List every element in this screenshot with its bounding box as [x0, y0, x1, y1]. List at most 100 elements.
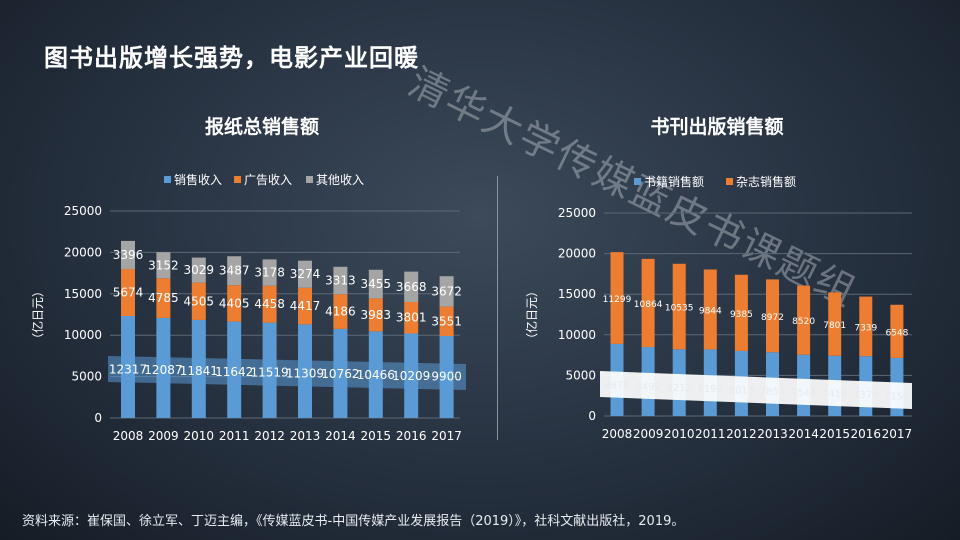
- chart2-legend-swatch-1: [634, 178, 641, 185]
- chart2-data-label-1-2015: 7419: [822, 389, 847, 400]
- chart1-data-label-3-2011: 3487: [219, 264, 250, 278]
- chart1-y-tick-0: 0: [94, 411, 102, 425]
- chart2-label-band: [600, 371, 912, 409]
- chart1-bar-2-2017: [439, 306, 454, 337]
- chart1-bar-3-2015: [368, 269, 383, 299]
- chart1-x-tick-2017: 2017: [431, 429, 462, 443]
- chart2-x-tick-2008: 2008: [602, 427, 633, 441]
- chart1-bar-2-2016: [404, 301, 419, 334]
- chart1-bar-3-2009: [156, 252, 171, 279]
- chart2-data-label-1-2014: 7544: [791, 388, 816, 399]
- chart2-x-tick-2015: 2015: [819, 427, 850, 441]
- chart2-x-tick-2013: 2013: [757, 427, 788, 441]
- chart2-bar-2-2016: [859, 296, 873, 357]
- chart2-data-label-2-2009: 10864: [634, 300, 663, 310]
- chart1-bar-2-2010: [191, 282, 206, 320]
- chart1-data-label-1-2017: 9900: [431, 370, 462, 384]
- chart1-data-label-1-2013: 11309: [286, 366, 324, 380]
- chart1-y-tick-4: 20000: [64, 245, 102, 259]
- chart1-x-tick-2014: 2014: [325, 429, 356, 443]
- chart1-data-label-2-2015: 3983: [361, 308, 392, 322]
- chart1-x-tick-2013: 2013: [290, 429, 321, 443]
- chart2-data-label-2-2012: 9385: [730, 310, 753, 320]
- chart2-legend-swatch-2: [726, 178, 733, 185]
- chart1-data-label-3-2014: 3313: [325, 274, 356, 288]
- chart1-data-label-3-2015: 3455: [361, 277, 392, 291]
- chart1-y-tick-5: 25000: [64, 204, 102, 218]
- chart1-data-label-1-2011: 11642: [215, 365, 253, 379]
- chart2-title: 书刊出版销售额: [650, 115, 783, 138]
- chart2-y-tick-3: 15000: [558, 287, 596, 301]
- chart2-data-label-2-2017: 6548: [885, 328, 908, 338]
- chart-divider: [497, 176, 498, 440]
- chart2-data-label-1-2012: 8013: [729, 385, 754, 396]
- chart1-data-label-1-2014: 10762: [321, 367, 359, 381]
- chart2-data-label-1-2017: 7152: [884, 391, 909, 402]
- chart1-bar-3-2012: [262, 259, 277, 286]
- chart1-x-tick-2015: 2015: [361, 429, 392, 443]
- chart1-data-label-1-2016: 10209: [392, 369, 430, 383]
- chart1-bar-2-2014: [333, 294, 348, 329]
- chart1-bar-2-2011: [227, 285, 242, 322]
- chart1-x-tick-2010: 2010: [184, 429, 215, 443]
- chart2-bar-2-2009: [641, 258, 655, 348]
- chart1-x-tick-2016: 2016: [396, 429, 427, 443]
- chart2-y-tick-2: 10000: [558, 328, 596, 342]
- chart2-y-tick-5: 25000: [558, 206, 596, 220]
- chart2-x-tick-2010: 2010: [664, 427, 695, 441]
- chart1-data-label-1-2008: 12317: [109, 362, 147, 376]
- chart1-title: 报纸总销售额: [205, 115, 319, 138]
- chart1-data-label-2-2009: 4785: [148, 291, 179, 305]
- chart1-x-tick-2011: 2011: [219, 429, 250, 443]
- chart2-y-tick-4: 20000: [558, 247, 596, 261]
- chart1-bar-2-2008: [121, 269, 135, 317]
- chart1-data-label-1-2009: 12087: [144, 363, 182, 377]
- chart2-data-label-1-2016: 7370: [853, 390, 878, 401]
- chart2-data-label-2-2013: 8972: [761, 313, 784, 323]
- chart2-data-label-1-2013: 7851: [760, 387, 785, 398]
- chart1-legend-label-3: 其他收入: [316, 173, 364, 187]
- chart2-bar-2-2008: [610, 252, 624, 344]
- source-note: 资料来源：崔保国、徐立军、丁迈主编，《传媒蓝皮书-中国传媒产业发展报告（2019…: [22, 514, 685, 529]
- chart1-data-label-3-2008: 3396: [113, 248, 144, 262]
- chart1-data-label-1-2015: 10466: [357, 368, 395, 382]
- chart1-data-label-2-2008: 5674: [113, 286, 144, 300]
- chart1-bar-3-2014: [333, 266, 348, 295]
- chart1-bar-2-2013: [298, 287, 312, 325]
- chart1-x-tick-2009: 2009: [148, 429, 179, 443]
- chart2-x-tick-2017: 2017: [882, 427, 913, 441]
- chart1-data-label-2-2010: 4505: [184, 294, 215, 308]
- chart2-data-label-1-2009: 8492: [635, 382, 660, 393]
- chart1-legend-label-2: 广告收入: [244, 173, 292, 187]
- chart2-bar-2-2012: [734, 274, 748, 351]
- chart1-data-label-2-2011: 4405: [219, 296, 250, 310]
- chart1-bar-3-2016: [404, 271, 419, 302]
- chart2-y-tick-0: 0: [588, 409, 596, 423]
- chart1-data-label-3-2016: 3668: [396, 280, 427, 294]
- chart1-legend-swatch-1: [164, 176, 171, 183]
- chart1-bar-3-2011: [227, 256, 242, 286]
- chart1-bar-2-2012: [262, 285, 277, 323]
- chart2-bar-2-2011: [703, 269, 717, 350]
- chart2-data-label-2-2014: 8520: [792, 317, 815, 327]
- chart2-x-tick-2011: 2011: [695, 427, 726, 441]
- chart1-data-label-1-2012: 11519: [251, 366, 289, 380]
- chart2-bar-2-2014: [797, 285, 811, 355]
- chart1-y-axis-label: （亿日元）: [30, 285, 45, 345]
- chart1-bar-3-2013: [298, 260, 312, 288]
- chart1-data-label-2-2014: 4186: [325, 305, 356, 319]
- chart1-data-label-2-2013: 4417: [290, 299, 321, 313]
- chart1-bar-2-2015: [368, 298, 383, 332]
- chart1-data-label-3-2017: 3672: [431, 284, 462, 298]
- chart1-legend-swatch-3: [306, 176, 313, 183]
- chart1-legend-label-1: 销售收入: [174, 172, 222, 187]
- chart1-bar-2-2009: [156, 278, 171, 318]
- chart2-y-tick-1: 5000: [565, 368, 596, 382]
- chart1-legend-swatch-2: [234, 176, 241, 183]
- chart2-bar-2-2010: [672, 263, 686, 350]
- chart2-x-tick-2016: 2016: [851, 427, 882, 441]
- chart2-legend-label-1: 书籍销售额: [644, 174, 704, 189]
- chart1-data-label-3-2009: 3152: [148, 258, 179, 272]
- chart2-bar-2-2017: [890, 304, 904, 358]
- chart1-bar-3-2017: [439, 276, 454, 307]
